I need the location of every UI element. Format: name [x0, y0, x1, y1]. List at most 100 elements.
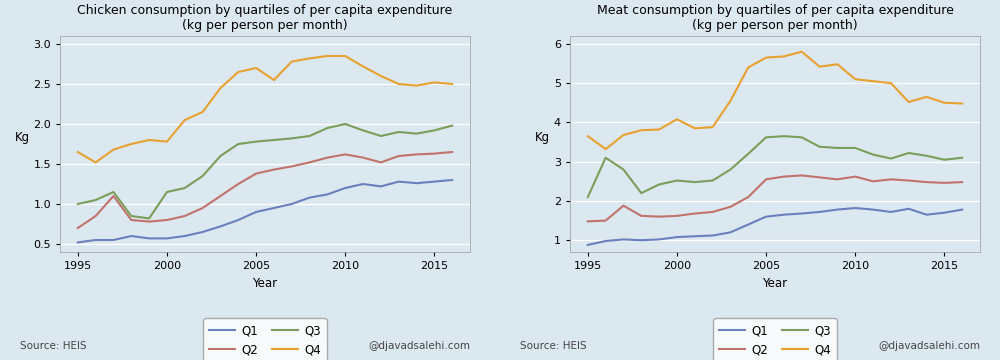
Q1 [286, 202, 298, 206]
Title: Chicken consumption by quartiles of per capita expenditure
(kg per person per mo: Chicken consumption by quartiles of per … [77, 4, 453, 32]
Q2 [90, 214, 102, 218]
Q4 [938, 100, 950, 105]
Q1 [689, 234, 701, 238]
Q4 [707, 125, 719, 129]
Q2 [671, 214, 683, 218]
Q4 [304, 56, 316, 60]
Q3 [375, 134, 387, 138]
Q3 [214, 154, 226, 158]
Title: Meat consumption by quartiles of per capita expenditure
(kg per person per month: Meat consumption by quartiles of per cap… [597, 4, 953, 32]
Q3 [72, 202, 84, 206]
Q1 [617, 237, 629, 242]
Q2 [393, 154, 405, 158]
Q4 [617, 133, 629, 137]
Q1 [446, 178, 458, 182]
Q1 [831, 207, 843, 212]
Line: Q1: Q1 [588, 208, 962, 245]
Q2 [653, 215, 665, 219]
Q1 [742, 222, 754, 227]
Q1 [107, 238, 119, 242]
Line: Q1: Q1 [78, 180, 452, 242]
Q3 [161, 190, 173, 194]
Q2 [778, 175, 790, 179]
Q3 [635, 191, 647, 195]
Q3 [125, 214, 137, 218]
Q2 [600, 219, 612, 223]
Q4 [956, 102, 968, 106]
Q4 [921, 95, 933, 99]
Q2 [411, 152, 423, 157]
Q1 [428, 179, 440, 184]
Q4 [724, 99, 736, 103]
Q2 [286, 164, 298, 168]
Q4 [742, 65, 754, 69]
Y-axis label: Kg: Kg [15, 131, 30, 144]
Q2 [831, 177, 843, 181]
Line: Q2: Q2 [588, 175, 962, 221]
Text: Source: HEIS: Source: HEIS [520, 341, 587, 351]
Q1 [357, 182, 369, 186]
Q3 [143, 216, 155, 221]
Q1 [321, 192, 333, 197]
Q4 [671, 117, 683, 121]
Q3 [885, 156, 897, 161]
Q2 [321, 156, 333, 160]
Q1 [653, 237, 665, 242]
Q2 [796, 173, 808, 177]
Q4 [653, 127, 665, 132]
Q3 [921, 154, 933, 158]
Q4 [214, 86, 226, 90]
Q4 [582, 134, 594, 138]
Q1 [250, 210, 262, 214]
Q2 [724, 205, 736, 209]
Q2 [339, 152, 351, 157]
Q1 [339, 186, 351, 190]
Q3 [357, 128, 369, 132]
Q2 [921, 180, 933, 184]
Q3 [617, 167, 629, 172]
Q3 [831, 146, 843, 150]
Q1 [635, 238, 647, 242]
Q4 [831, 62, 843, 67]
Q1 [707, 233, 719, 238]
Q1 [867, 207, 879, 212]
Q2 [938, 181, 950, 185]
Q2 [214, 194, 226, 198]
Q3 [653, 182, 665, 186]
Q2 [250, 171, 262, 176]
Q2 [232, 182, 244, 186]
Q3 [107, 190, 119, 194]
Q2 [742, 195, 754, 199]
Q2 [428, 152, 440, 156]
Q3 [778, 134, 790, 138]
Q3 [268, 138, 280, 142]
Q2 [814, 175, 826, 180]
Q4 [903, 100, 915, 104]
Q1 [125, 234, 137, 238]
Q1 [724, 230, 736, 234]
Q3 [671, 178, 683, 183]
Q3 [446, 123, 458, 128]
Q3 [582, 195, 594, 199]
Text: @djavadsalehi.com: @djavadsalehi.com [878, 341, 980, 351]
Line: Q3: Q3 [78, 124, 452, 219]
Q1 [885, 210, 897, 214]
Q3 [232, 142, 244, 146]
Text: Source: HEIS: Source: HEIS [20, 341, 87, 351]
Q2 [867, 179, 879, 184]
Q1 [143, 236, 155, 240]
Q2 [707, 210, 719, 214]
Q3 [707, 178, 719, 183]
Q3 [938, 158, 950, 162]
Q3 [321, 126, 333, 130]
Q1 [179, 234, 191, 238]
Q2 [107, 194, 119, 198]
Q2 [304, 160, 316, 165]
Q2 [197, 206, 209, 210]
Q2 [582, 219, 594, 224]
Q3 [689, 180, 701, 184]
Line: Q3: Q3 [588, 136, 962, 197]
Q1 [304, 195, 316, 200]
Q1 [849, 206, 861, 210]
Q4 [600, 147, 612, 151]
